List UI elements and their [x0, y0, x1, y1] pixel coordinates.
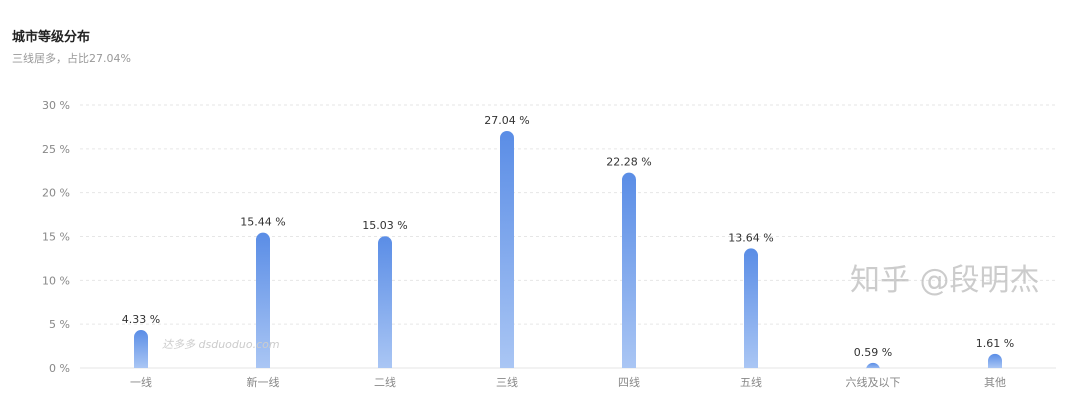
- data-label: 22.28 %: [606, 156, 651, 169]
- data-label: 13.64 %: [728, 231, 773, 244]
- chart-subtitle: 三线居多，占比27.04%: [12, 52, 131, 65]
- bar: [866, 362, 880, 370]
- data-label: 0.59 %: [854, 346, 892, 359]
- data-label: 15.44 %: [240, 216, 285, 229]
- x-tick-label: 三线: [496, 375, 518, 389]
- data-label: 27.04 %: [484, 114, 529, 127]
- x-tick-label: 五线: [740, 375, 762, 389]
- watermark-dsduoduo: 达多多 dsduoduo.com: [162, 338, 280, 351]
- y-tick-label: 5 %: [49, 318, 70, 331]
- data-label: 4.33 %: [122, 313, 160, 326]
- watermark-zhihu: 知乎 @段明杰: [850, 263, 1040, 298]
- bar: [256, 232, 270, 368]
- x-tick-label: 一线: [130, 375, 152, 389]
- data-label: 15.03 %: [362, 219, 407, 232]
- data-label: 1.61 %: [976, 337, 1014, 350]
- bar: [988, 353, 1003, 368]
- y-tick-label: 15 %: [42, 231, 70, 244]
- y-tick-label: 25 %: [42, 143, 70, 156]
- bar: [500, 130, 514, 368]
- y-tick-label: 10 %: [42, 274, 70, 287]
- x-tick-label: 新一线: [247, 375, 280, 389]
- bar: [378, 236, 392, 368]
- bar: [134, 330, 148, 368]
- x-tick-label: 六线及以下: [846, 375, 901, 389]
- x-tick-label: 二线: [374, 375, 396, 389]
- y-tick-label: 30 %: [42, 99, 70, 112]
- bar: [622, 172, 636, 368]
- x-tick-label: 其他: [984, 376, 1006, 389]
- bar: [744, 248, 758, 368]
- chart-title: 城市等级分布: [12, 30, 91, 45]
- y-tick-label: 0 %: [49, 362, 70, 375]
- x-tick-label: 四线: [618, 375, 640, 389]
- y-tick-label: 20 %: [42, 187, 70, 200]
